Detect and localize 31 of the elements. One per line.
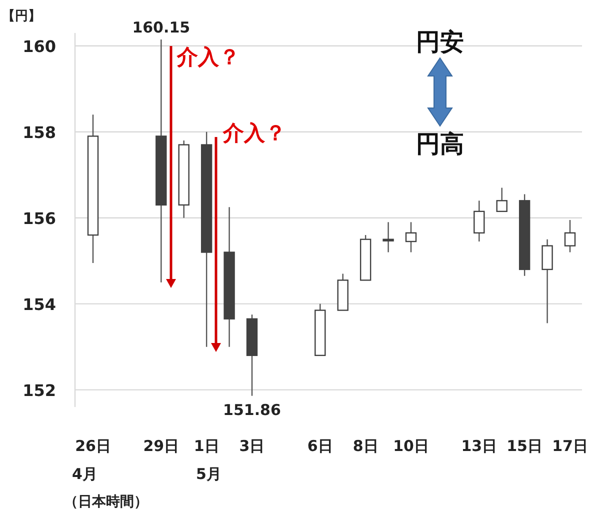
- annotation: 151.86: [223, 400, 281, 419]
- x-tick-label: 15日: [506, 437, 543, 455]
- text: 4月: [72, 465, 98, 483]
- text: （日本時間）: [64, 494, 148, 510]
- candlestick: [382, 222, 394, 253]
- candlestick: [542, 238, 553, 324]
- candlestick: [496, 187, 508, 212]
- x-tick-label: 10日: [393, 437, 429, 455]
- x-tick-label: 8日: [352, 437, 378, 455]
- y-tick-label: 158: [22, 122, 56, 142]
- candlestick: [474, 200, 485, 242]
- y-axis-title: 【円】: [2, 8, 41, 24]
- x-tick-label: 26日: [75, 437, 111, 455]
- text: 5月: [196, 465, 222, 483]
- annotation: 介入？: [176, 45, 240, 69]
- x-tick-label: 17日: [552, 437, 588, 455]
- y-tick-label: 154: [22, 294, 56, 314]
- x-tick-label: 6日: [307, 437, 333, 455]
- candlestick: [405, 222, 417, 253]
- x-tick-label: 3日: [239, 437, 265, 455]
- y-tick-label: 152: [22, 380, 56, 400]
- y-tick-label: 160: [22, 36, 56, 56]
- y-tick-label: 156: [22, 208, 56, 228]
- annotation: 介入？: [222, 121, 286, 145]
- annotation: 160.15: [132, 18, 190, 36]
- annotation: 円安: [416, 28, 464, 56]
- x-tick-label: 13日: [461, 437, 498, 455]
- x-tick-label: 29日: [143, 437, 180, 455]
- x-tick-label: 1日: [194, 437, 220, 455]
- candlestick: [564, 219, 576, 253]
- annotation: 円高: [416, 130, 464, 158]
